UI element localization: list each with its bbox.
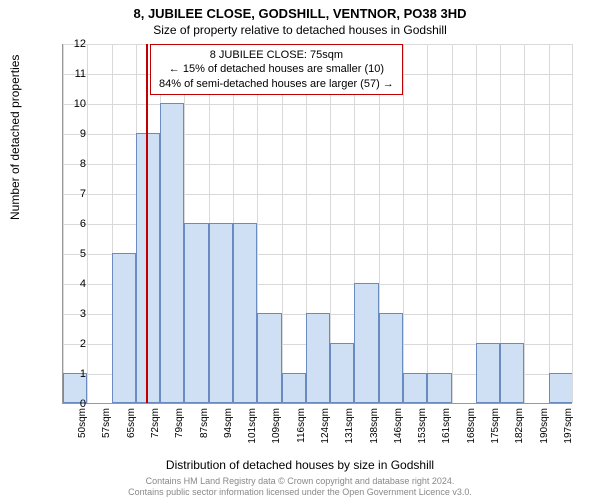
x-tick-label: 131sqm [344,408,355,444]
y-tick-label: 1 [66,368,86,380]
x-tick-label: 109sqm [271,408,282,444]
histogram-bar [136,133,160,403]
x-tick-label: 146sqm [393,408,404,444]
y-tick-label: 10 [66,98,86,110]
histogram-bar [379,313,403,403]
x-tick-label: 57sqm [101,408,112,438]
callout-box: 8 JUBILEE CLOSE: 75sqm ← 15% of detached… [150,44,403,95]
gridline-v [87,44,88,403]
y-tick-label: 4 [66,278,86,290]
x-tick-label: 94sqm [223,408,234,438]
callout-line1: 8 JUBILEE CLOSE: 75sqm [159,48,394,62]
chart-area [62,44,572,404]
x-tick-label: 182sqm [514,408,525,444]
histogram-bar [500,343,524,403]
histogram-bar [306,313,330,403]
callout-line3: 84% of semi-detached houses are larger (… [159,77,394,91]
x-axis-label: Distribution of detached houses by size … [0,458,600,472]
gridline-v [549,44,550,403]
gridline-v [403,44,404,403]
x-tick-label: 87sqm [199,408,210,438]
footer-line2: Contains public sector information licen… [0,487,600,498]
x-tick-label: 138sqm [369,408,380,444]
page-subtitle: Size of property relative to detached ho… [0,21,600,37]
x-tick-label: 65sqm [126,408,137,438]
histogram-bar [476,343,500,403]
x-tick-label: 190sqm [539,408,550,444]
histogram-bar [354,283,378,403]
x-tick-label: 72sqm [150,408,161,438]
histogram-bar [160,103,184,403]
y-axis-label: Number of detached properties [8,55,22,220]
gridline-v [427,44,428,403]
histogram-bar [257,313,281,403]
histogram-bar [233,223,257,403]
plot-region [62,44,572,404]
histogram-bar [209,223,233,403]
y-tick-label: 8 [66,158,86,170]
histogram-bar [112,253,136,403]
y-tick-label: 9 [66,128,86,140]
x-tick-label: 116sqm [296,408,307,443]
x-tick-label: 175sqm [490,408,501,444]
histogram-bar [427,373,451,403]
gridline-v [452,44,453,403]
y-tick-label: 5 [66,248,86,260]
footer: Contains HM Land Registry data © Crown c… [0,476,600,498]
histogram-bar [403,373,427,403]
x-tick-label: 197sqm [563,408,574,444]
y-tick-label: 7 [66,188,86,200]
x-tick-label: 79sqm [174,408,185,438]
x-tick-label: 168sqm [466,408,477,444]
y-tick-label: 11 [66,68,86,80]
x-tick-label: 153sqm [417,408,428,444]
histogram-bar [184,223,208,403]
x-tick-label: 161sqm [441,408,452,444]
histogram-bar [549,373,573,403]
y-tick-label: 2 [66,338,86,350]
histogram-bar [330,343,354,403]
y-tick-label: 12 [66,38,86,50]
y-tick-label: 3 [66,308,86,320]
histogram-bar [282,373,306,403]
gridline-v [63,44,64,403]
callout-line2: ← 15% of detached houses are smaller (10… [159,62,394,76]
x-tick-label: 101sqm [247,408,258,444]
x-tick-label: 124sqm [320,408,331,444]
gridline-v [524,44,525,403]
footer-line1: Contains HM Land Registry data © Crown c… [0,476,600,487]
marker-line [146,44,148,403]
gridline-v [572,44,573,403]
gridline-h [63,104,572,105]
x-tick-label: 50sqm [77,408,88,438]
gridline-v [282,44,283,403]
page-title: 8, JUBILEE CLOSE, GODSHILL, VENTNOR, PO3… [0,0,600,21]
y-tick-label: 6 [66,218,86,230]
